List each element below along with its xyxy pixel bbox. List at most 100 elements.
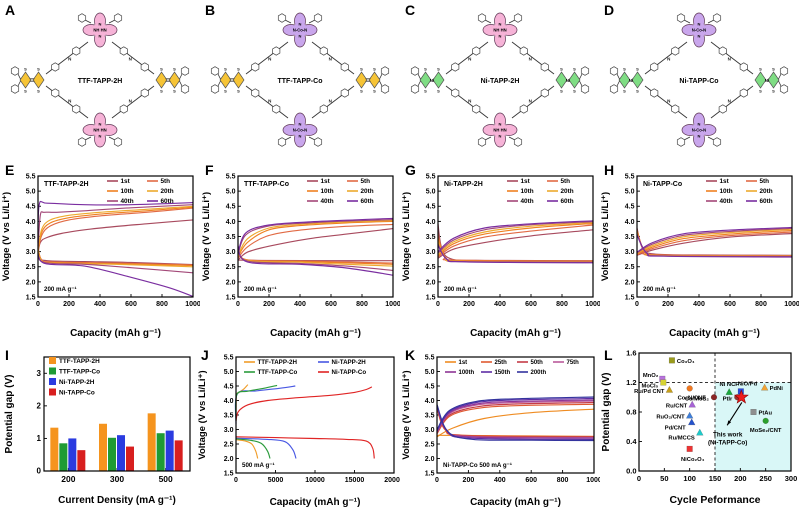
chart-text: 5.5 xyxy=(224,354,234,361)
phenyl-ring xyxy=(340,88,349,98)
phenyl-ring xyxy=(51,62,60,72)
phenyl-ring xyxy=(718,104,727,114)
chart-text: N xyxy=(698,34,701,39)
phenyl-ring xyxy=(477,13,487,23)
panel-gcd-ni-tapp-2h: G 0 200 400 600 800 1000 1.5 2.0 2.5 3.0 3.5 4.0 4.5… xyxy=(400,160,600,345)
phenyl-ring xyxy=(119,46,128,56)
plot-frame xyxy=(437,175,594,298)
dithiole-ring xyxy=(618,71,631,89)
phenyl-ring xyxy=(340,62,349,72)
chart-text: Ni-TAPP-Co xyxy=(59,390,95,397)
series-curve xyxy=(37,219,194,254)
panel-structure-ttf-tapp-co: B N N N N N N-Co-N N N N-Co-N N S S S S S S S S TTF-TAPP-C… xyxy=(200,0,400,160)
bar-Ni-TAPP-Co xyxy=(77,450,86,471)
chart-text: Ni-TAPP-2H xyxy=(444,181,483,188)
chart-text: 2.0 xyxy=(226,279,236,286)
dithiole-ring xyxy=(32,71,45,89)
porphyrin-core xyxy=(292,122,308,138)
chart-text: 60th xyxy=(760,198,773,205)
chart-text: 100th xyxy=(459,370,475,376)
point-this-work-star xyxy=(733,389,749,404)
chart-text: 600 xyxy=(525,477,537,484)
point-Pd/CNT xyxy=(687,418,696,426)
series-curve xyxy=(436,403,595,435)
bar-TTF-TAPP-2H xyxy=(50,427,59,471)
phenyl-ring xyxy=(739,88,748,98)
chart-text: 4.5 xyxy=(625,204,635,211)
chart-text: 20th xyxy=(161,188,174,195)
chart-text: 600 xyxy=(525,301,537,308)
chart-text: PdNi xyxy=(770,386,784,392)
chart-text: N xyxy=(499,134,502,139)
chart-text: 1000 xyxy=(784,301,799,308)
series-curve xyxy=(437,220,594,253)
panel-letter: G xyxy=(405,162,416,178)
phenyl-ring xyxy=(519,104,528,114)
chart-text: TTF-TAPP-2H xyxy=(44,181,89,188)
chart-text: 150th xyxy=(495,370,511,376)
chart-text: 0 xyxy=(436,301,440,308)
chart-text: S xyxy=(424,67,427,72)
chart-text: NiCo₂O₄ xyxy=(681,457,705,463)
chart-text: 1st xyxy=(121,178,131,185)
chart-text: S xyxy=(360,67,363,72)
chart-text: 2.0 xyxy=(224,456,234,463)
chart-text: N-Co-N xyxy=(293,28,307,33)
series-curve xyxy=(436,397,595,432)
chart-text: 1.5 xyxy=(625,294,635,301)
chart-text: 2.5 xyxy=(426,264,436,271)
line-chart-cycling-ni-tapp-co: 0 200 400 600 800 1000 1.5 2.0 2.5 3.0 3.5 4.0 4.5 5.… xyxy=(401,354,600,508)
chart-text: S xyxy=(560,89,563,94)
chart-text: 2.5 xyxy=(625,264,635,271)
chart-text: PtAu xyxy=(759,411,773,417)
panel-letter: J xyxy=(201,347,209,363)
series-curve xyxy=(235,437,297,459)
dithiole-ring xyxy=(419,71,432,89)
chart-text: 4.5 xyxy=(226,204,236,211)
chart-text: 200 xyxy=(734,474,747,483)
chart-text: Capacity (mAh g⁻¹) xyxy=(470,328,561,339)
chart-text: TTF-TAPP-Co xyxy=(59,369,100,376)
chart-text: Co₄N/CNF xyxy=(678,395,707,401)
phenyl-ring xyxy=(180,66,190,76)
phenyl-ring xyxy=(676,13,686,23)
chart-text: Ni-TAPP-Co xyxy=(679,78,718,85)
chart-text: 2.5 xyxy=(26,264,36,271)
chart-text: 2.0 xyxy=(26,279,36,286)
panel-letter: D xyxy=(604,2,615,18)
meso-bond xyxy=(108,136,116,141)
phenyl-ring xyxy=(779,66,789,76)
chart-text: Voltage (V vs Li/Li⁺) xyxy=(201,192,212,281)
series-curve xyxy=(37,254,194,297)
chart-text: Voltage (V vs Li/Li⁺) xyxy=(401,370,412,459)
chart-text: N xyxy=(698,22,701,27)
point-Ru/CNT xyxy=(688,400,696,408)
phenyl-ring xyxy=(540,62,549,72)
chart-text: S xyxy=(573,67,576,72)
chart-text: Potential gap (V) xyxy=(4,375,15,454)
point-Ru/Pd CNT xyxy=(665,385,674,393)
series-curve xyxy=(37,205,194,251)
chart-text: N-Co-N xyxy=(692,28,706,33)
chart-text: S xyxy=(636,67,639,72)
series-curve xyxy=(636,234,793,258)
phenyl-ring xyxy=(319,46,328,56)
dithiole-ring xyxy=(355,71,368,89)
chart-text: 600 xyxy=(325,301,337,308)
chart-text: S xyxy=(173,89,176,94)
meso-bond xyxy=(707,19,715,24)
panel-gcd-ttf-tapp-2h: E 0 200 400 600 800 1000 1.5 2.0 2.5 3.0 3.5 4.0 4.5… xyxy=(0,160,200,345)
chart-text: 20000 xyxy=(384,477,400,484)
series-curve xyxy=(437,240,594,263)
phenyl-ring xyxy=(210,66,220,76)
series-curve xyxy=(37,207,194,252)
panel-letter: A xyxy=(5,2,16,18)
porphyrin-core xyxy=(492,122,508,138)
chart-text: 15000 xyxy=(345,477,365,484)
line-chart-gcd-ttf-tapp-2h: 0 200 400 600 800 1000 1.5 2.0 2.5 3.0 3.5 4.0 4.5 5.… xyxy=(1,173,200,339)
series-curve xyxy=(237,223,394,259)
chart-text: N xyxy=(99,122,102,127)
phenyl-ring xyxy=(113,13,123,23)
chart-text: 0 xyxy=(435,477,439,484)
chart-text: N xyxy=(129,56,132,61)
